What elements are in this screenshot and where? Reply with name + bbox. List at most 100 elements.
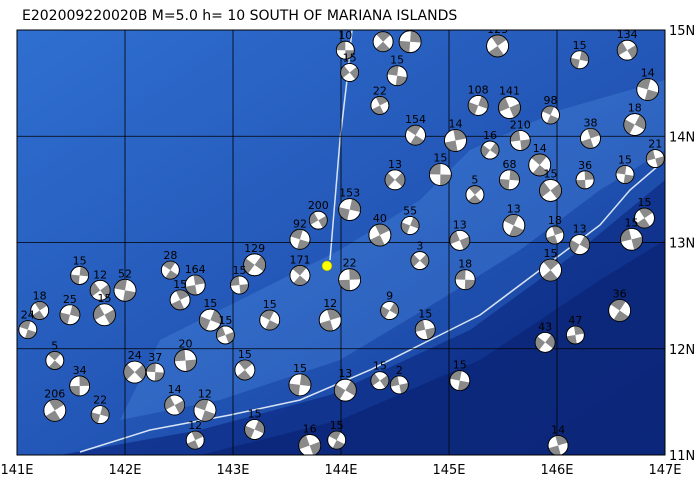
depth-label: 171 [289,253,310,266]
beachball-outline [318,308,342,332]
compression-quadrant [634,114,646,130]
beachball [580,127,601,149]
beachball [636,78,660,101]
compression-quadrant [230,276,240,286]
compression-quadrant [334,384,346,400]
compression-quadrant [165,270,178,280]
compression-quadrant [349,268,361,280]
compression-quadrant [309,441,321,455]
compression-quadrant [243,258,255,274]
beachball-outline [623,113,647,136]
beachball-outline [608,299,632,322]
compression-quadrant [260,310,275,321]
beachball [335,40,355,60]
compression-quadrant [407,125,421,136]
beachball [370,96,390,115]
compression-quadrant [265,320,279,331]
beachball-outline [70,266,90,285]
depth-label: 20 [178,337,192,350]
beachball [498,96,521,119]
compression-quadrant [613,310,629,322]
beachball [160,260,180,280]
beachball [541,105,560,125]
compression-quadrant [185,285,197,296]
compression-quadrant [193,275,206,285]
depth-label: 18 [458,258,472,271]
compression-quadrant [371,105,384,115]
beachball-outline [449,370,471,392]
compression-quadrant [636,218,651,229]
beachball [43,398,67,422]
compression-quadrant [345,380,357,396]
depth-label: 164 [185,263,206,276]
beachball [467,95,489,116]
depth-label: 12 [93,268,107,281]
depth-label: 15 [232,264,246,277]
compression-quadrant [532,164,549,176]
beachball-outline [534,331,556,353]
beachball [428,163,452,186]
compression-quadrant [579,50,589,62]
compression-quadrant [539,181,551,198]
depth-label: 14 [641,67,655,80]
beachball [608,299,632,322]
depth-label: 15 [544,247,558,260]
beachball [318,308,342,332]
compression-quadrant [293,275,308,286]
compression-quadrant [340,65,350,79]
title: E202009220020B M=5.0 h= 10 SOUTH OF MARI… [22,8,457,24]
beachball-outline [327,430,347,450]
compression-quadrant [93,305,105,321]
depth-label: 22 [93,394,107,407]
depth-label: 28 [163,249,177,262]
compression-quadrant [175,289,190,300]
beachball-outline [580,127,601,149]
beachball [333,378,357,402]
compression-quadrant [244,425,255,439]
lon-label: 141E [0,463,33,478]
compression-quadrant [370,373,380,386]
beachball-outline [288,373,312,397]
compression-quadrant [32,310,45,320]
compression-quadrant [440,174,452,186]
depth-label: 15 [625,216,639,229]
compression-quadrant [503,214,519,226]
beachball-outline [541,105,560,125]
beachball [410,251,430,270]
beachball [368,223,392,247]
beachball-outline [454,269,476,291]
beachball-outline [569,234,591,256]
beachball [449,370,471,392]
compression-quadrant [48,399,65,411]
beachball-outline [444,129,467,152]
depth-label: 52 [118,267,132,280]
beachball [70,266,90,285]
depth-label: 98 [544,94,558,107]
compression-quadrant [542,270,558,282]
beachball [414,319,436,341]
beachball-outline [386,65,408,87]
compression-quadrant [134,364,146,381]
compression-quadrant [576,179,586,189]
beachball-outline [498,96,521,119]
beachball-outline [499,169,520,191]
compression-quadrant [376,31,391,42]
depth-label: 15 [373,360,387,373]
depth-label: 21 [648,138,662,151]
depth-label: 14 [168,383,182,396]
beachball-outline [400,216,420,235]
compression-quadrant [254,256,266,272]
compression-quadrant [104,309,116,325]
depth-label: 16 [303,422,317,435]
beachball-outline [123,360,147,384]
compression-quadrant [123,290,136,302]
compression-quadrant [48,351,61,361]
compression-quadrant [70,274,80,285]
beachball [528,153,552,177]
beachball-outline [338,268,362,292]
beachball-outline [230,275,249,295]
beachball [340,63,360,82]
beachball [193,398,217,422]
